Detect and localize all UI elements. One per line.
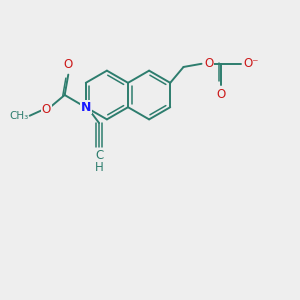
Text: CH₃: CH₃ [9,111,28,121]
Text: O: O [64,58,73,71]
Text: N: N [81,101,91,114]
Text: O: O [204,57,213,70]
Text: O: O [216,88,225,101]
Text: H: H [95,161,103,174]
Text: C: C [95,149,103,162]
Text: O⁻: O⁻ [243,57,258,70]
Text: O: O [42,103,51,116]
